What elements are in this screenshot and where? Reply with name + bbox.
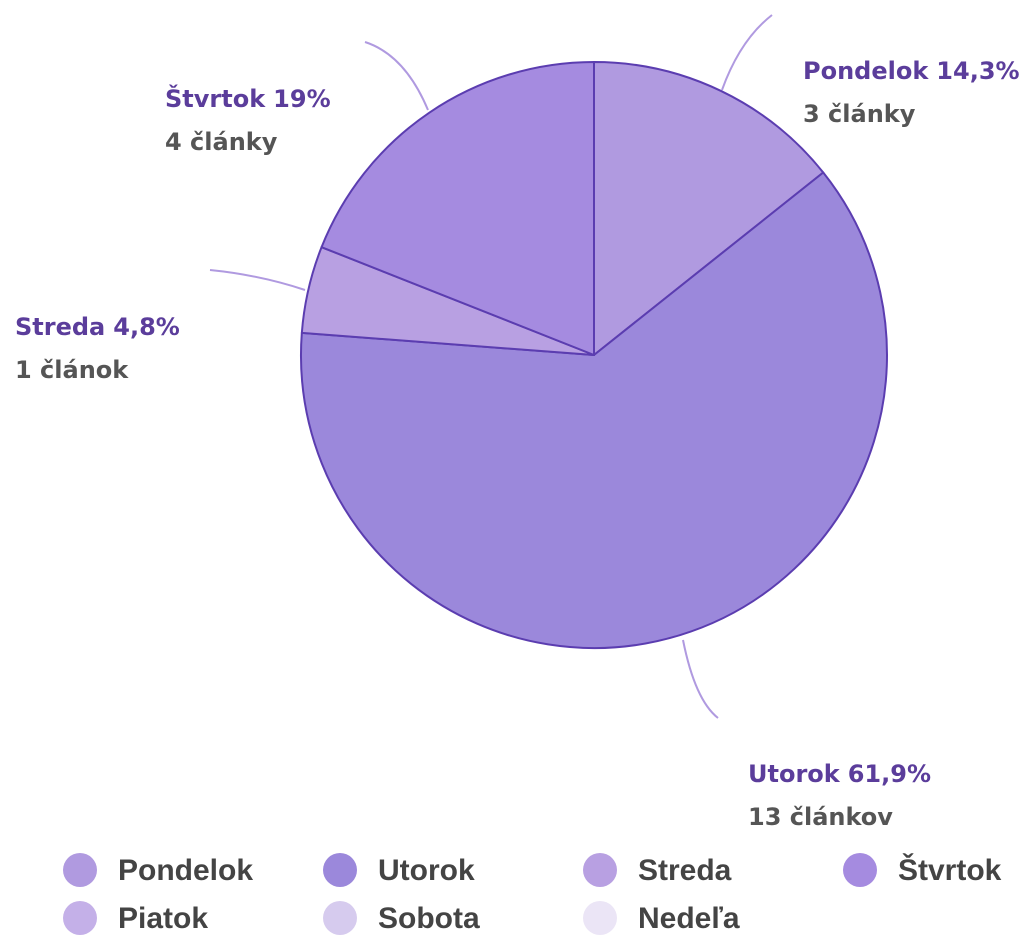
slice-label: Utorok 61,9% (748, 760, 931, 788)
pie-slice (593, 61, 825, 356)
count-text: 4 články (165, 128, 278, 156)
count-label: 4 články (165, 128, 278, 156)
slice-value: 19% (273, 85, 330, 113)
count-label: 13 článkov (748, 803, 893, 831)
slice-label: Pondelok 14,3% (803, 57, 1020, 85)
legend-swatch (843, 853, 877, 887)
legend-label: Nedeľa (638, 902, 740, 935)
legend-label: Piatok (118, 902, 208, 935)
legend-label: Utorok (378, 854, 475, 887)
count-label: 1 článok (15, 356, 129, 384)
legend-swatch (323, 853, 357, 887)
legend-swatch (583, 901, 617, 935)
slice-label: Štvrtok 19% (165, 83, 331, 113)
slice-label: Streda 4,8% (15, 313, 180, 341)
legend-swatch (63, 901, 97, 935)
count-text: 3 články (803, 100, 916, 128)
slice-value: 61,9% (848, 760, 931, 788)
legend-swatch (323, 901, 357, 935)
legend-label: Štvrtok (898, 853, 1002, 887)
legend-label: Pondelok (118, 854, 253, 887)
count-text: 1 článok (15, 356, 129, 384)
pie-slice (320, 61, 595, 356)
slice-value: 4,8% (113, 313, 180, 341)
slice-name: Utorok (748, 760, 841, 788)
legend-swatch (63, 853, 97, 887)
leader-line (721, 14, 773, 91)
slice-name: Streda (15, 313, 105, 341)
legend-swatch (583, 853, 617, 887)
slice-name: Pondelok (803, 57, 929, 85)
legend-label: Streda (638, 854, 732, 887)
leader-line (209, 269, 306, 291)
leader-line (682, 639, 719, 719)
leader-line (364, 41, 429, 111)
count-text: 13 článkov (748, 803, 893, 831)
legend-label: Sobota (378, 902, 480, 935)
slice-name: Štvrtok (165, 83, 266, 113)
count-label: 3 články (803, 100, 916, 128)
slice-value: 14,3% (936, 57, 1019, 85)
pie-slice (300, 171, 888, 649)
